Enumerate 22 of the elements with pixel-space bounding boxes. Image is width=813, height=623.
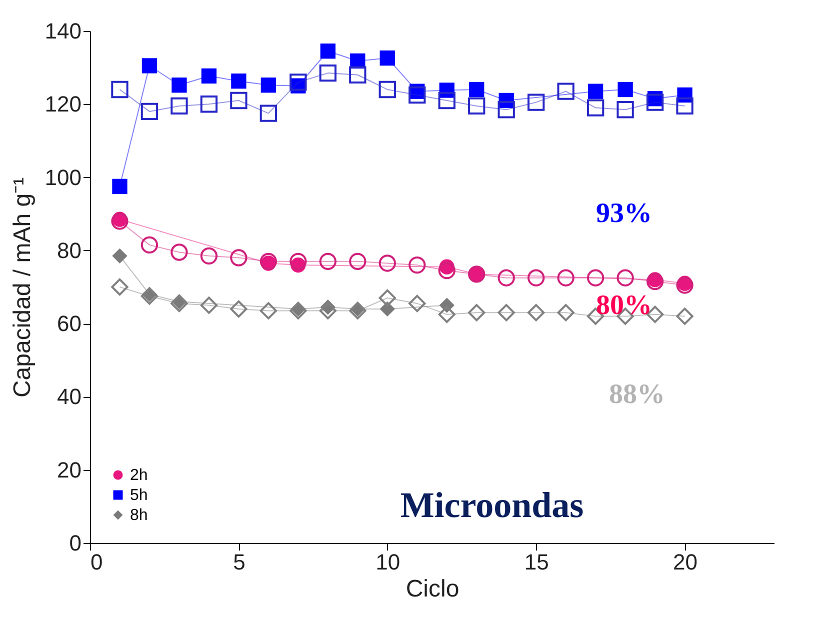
y-tick-label: 80 bbox=[57, 238, 82, 263]
y-tick-label: 20 bbox=[57, 457, 82, 482]
y-tick-label: 100 bbox=[44, 164, 82, 190]
y-axis-title: Capacidad / mAh g⁻¹ bbox=[8, 177, 36, 398]
y-tick-label: 40 bbox=[57, 384, 82, 410]
annotation: 93% bbox=[596, 198, 652, 229]
y-tick-label: 120 bbox=[44, 92, 82, 117]
y-tick-label: 140 bbox=[44, 18, 82, 44]
annotation: 88% bbox=[609, 379, 665, 410]
x-axis-title: Ciclo bbox=[406, 576, 460, 602]
legend-label: 2h bbox=[130, 467, 148, 484]
legend-label: 8h bbox=[130, 507, 148, 524]
x-tick-label: 15 bbox=[524, 550, 549, 574]
annotation: 80% bbox=[596, 290, 652, 321]
x-tick-label: 10 bbox=[376, 550, 400, 574]
x-tick-label: 20 bbox=[673, 550, 698, 574]
legend-label: 5h bbox=[130, 487, 148, 504]
annotation: Microondas bbox=[400, 485, 584, 525]
y-tick-label: 60 bbox=[57, 311, 82, 336]
x-tick-label: 0 bbox=[90, 550, 103, 574]
x-tick-label: 5 bbox=[233, 550, 246, 574]
y-tick-label: 0 bbox=[69, 530, 82, 556]
